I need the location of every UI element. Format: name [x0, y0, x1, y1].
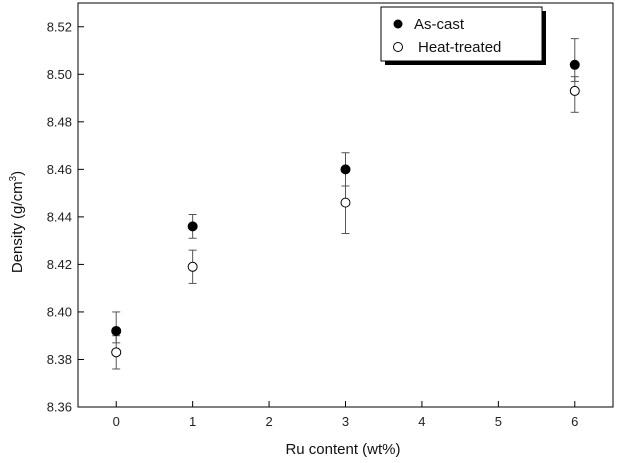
x-tick-label: 3: [342, 414, 349, 429]
marker-layer: [111, 59, 580, 358]
error-bar-heat-treated: [341, 185, 350, 235]
data-point-as-cast: [187, 221, 198, 232]
legend-marker-heat-treated: [393, 42, 403, 52]
y-tick-label: 8.36: [47, 400, 72, 415]
data-point-as-cast: [111, 325, 122, 336]
data-point-heat-treated: [111, 347, 122, 358]
legend-box: [380, 6, 543, 62]
y-tick-label: 8.50: [47, 67, 72, 82]
data-point-heat-treated: [340, 197, 351, 208]
legend-marker-as-cast: [393, 19, 403, 29]
y-tick-label: 8.40: [47, 304, 72, 319]
y-tick-label: 8.42: [47, 257, 72, 272]
data-point-as-cast: [569, 59, 580, 70]
legend-label-as-cast: As-cast: [414, 16, 465, 33]
legend-label-heat-treated: Heat-treated: [418, 39, 501, 56]
data-point-heat-treated: [187, 261, 198, 272]
axes-layer: 8.36 8.38 8.40 8.42 8.44 8.46 8.48 8.50 8.52 0 1 2 3…: [47, 2, 614, 429]
x-tick-label: 6: [571, 414, 578, 429]
data-point-heat-treated: [569, 85, 580, 96]
x-tick-label: 1: [189, 414, 196, 429]
x-tick-label: 5: [495, 414, 502, 429]
y-axis-title-sup: 3: [8, 175, 19, 181]
x-tick-label: 0: [113, 414, 120, 429]
y-tick-label: 8.38: [47, 352, 72, 367]
y-tick-label: 8.44: [47, 209, 72, 224]
y-axis-title-close: ): [9, 171, 26, 176]
y-tick-label: 8.48: [47, 114, 72, 129]
y-tick-label: 8.46: [47, 162, 72, 177]
y-axis-title: Density (g/cm3): [8, 171, 26, 273]
y-axis-title-main: Density (g/cm: [9, 181, 26, 273]
x-tick-label: 4: [418, 414, 425, 429]
x-axis-title: Ru content (wt%): [285, 441, 400, 458]
y-tick-label: 8.52: [47, 19, 72, 34]
x-tick-label: 2: [265, 414, 272, 429]
legend: As-cast Heat-treated: [380, 6, 546, 65]
data-point-as-cast: [340, 164, 351, 175]
